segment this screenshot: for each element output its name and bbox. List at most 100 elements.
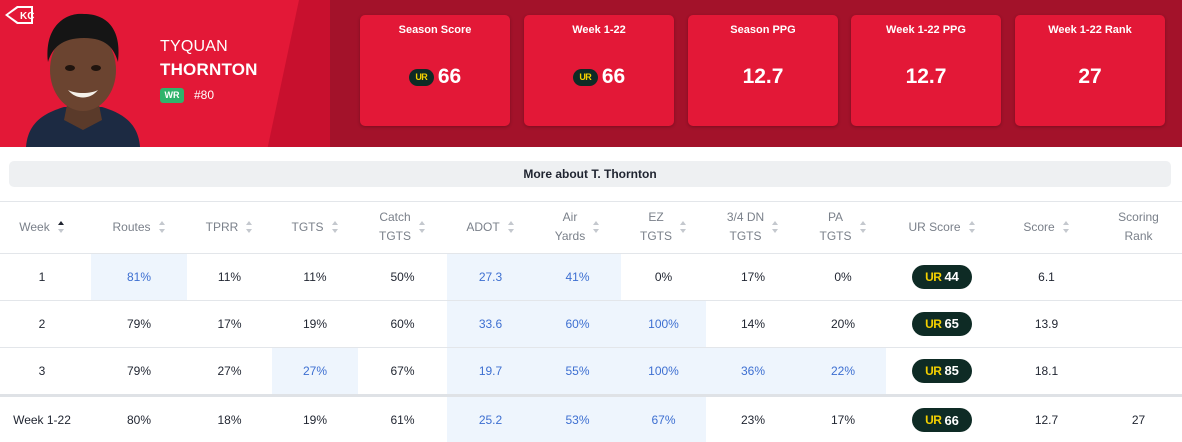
sort-arrows-icon[interactable]: [331, 221, 339, 233]
stat-value: 27: [1015, 65, 1165, 89]
sort-arrows-icon[interactable]: [246, 221, 253, 233]
player-headshot-icon: [26, 13, 140, 147]
cell-tgts: 19%: [302, 413, 328, 427]
cell-scoring-rank: [1095, 347, 1182, 394]
cell-tgts: 27%: [272, 347, 358, 394]
cell-ur-score: UR 85: [886, 347, 998, 394]
column-header-3-4-dn-tgts[interactable]: 3/4 DN TGTS: [706, 201, 800, 253]
cell-catch-tgts: 60%: [390, 316, 415, 331]
column-header-pa-tgts[interactable]: PA TGTS: [800, 201, 886, 253]
column-header-routes[interactable]: Routes: [91, 201, 187, 253]
column-header-label: ADOT: [466, 219, 500, 234]
table-top-border: [0, 201, 1182, 202]
column-header-ez-tgts[interactable]: EZ TGTS: [621, 201, 706, 253]
column-header-score[interactable]: Score: [998, 201, 1095, 253]
sort-arrows-icon[interactable]: [859, 221, 867, 233]
cell-3-4-dn-tgts: 14%: [740, 316, 766, 331]
cell-score: 6.1: [1038, 269, 1055, 284]
column-header-label: Air Yards: [554, 210, 586, 243]
column-header-tprr[interactable]: TPRR: [187, 201, 272, 253]
cell-ez-tgts: 100%: [621, 347, 706, 394]
column-header-scoring-rank[interactable]: Scoring Rank: [1095, 201, 1182, 253]
stat-card-week-rank: Week 1-22 Rank 27: [1015, 15, 1165, 126]
stat-number: 12.7: [905, 65, 947, 88]
column-header-label: Scoring Rank: [1118, 210, 1159, 243]
cell-tprr: 18%: [217, 413, 242, 427]
column-header-adot[interactable]: ADOT: [447, 201, 534, 253]
player-last-name: THORNTON: [160, 60, 258, 79]
cell-3-4-dn-tgts: 23%: [740, 413, 766, 427]
cell-ur-score: UR 44: [886, 253, 998, 300]
cell-ur-score: UR 66: [886, 397, 998, 442]
stat-value: UR 66: [360, 65, 510, 89]
column-header-tgts[interactable]: TGTS: [272, 201, 358, 253]
table-row: 3 79% 27% 27% 67% 19.7 55% 100% 36% 22% UR 85 18.1: [0, 347, 1182, 394]
sort-arrows-icon[interactable]: [772, 221, 779, 233]
cell-ur-score: UR 65: [886, 300, 998, 347]
cell-score: 12.7: [1034, 413, 1059, 427]
column-header-label: UR Score: [908, 219, 961, 234]
ur-score-badge: UR 85: [912, 358, 972, 383]
svg-text:KC: KC: [20, 11, 34, 22]
cell-catch-tgts: 61%: [390, 413, 415, 427]
column-header-air-yards[interactable]: Air Yards: [534, 201, 621, 253]
row-divider: [0, 253, 1182, 254]
cell-scoring-rank: 27: [1131, 413, 1146, 427]
row-divider: [0, 300, 1182, 301]
sort-arrows-icon[interactable]: [1062, 221, 1070, 233]
cell-ez-tgts: 67%: [621, 397, 706, 442]
cell-tprr: 17%: [217, 316, 242, 331]
cell-routes: 81%: [91, 253, 187, 300]
cell-3-4-dn-tgts: 36%: [706, 347, 800, 394]
sort-arrows-icon[interactable]: [680, 221, 687, 233]
ur-logo-icon: UR: [925, 363, 942, 378]
table-row: 2 79% 17% 19% 60% 33.6 60% 100% 14% 20% UR 65 13.9: [0, 300, 1182, 347]
stat-label: Week 1-22 Rank: [1048, 24, 1132, 36]
cell-air-yards: 55%: [534, 347, 621, 394]
cell-score: 13.9: [1034, 316, 1059, 331]
cell-catch-tgts: 67%: [390, 363, 415, 378]
sort-arrows-icon[interactable]: [57, 221, 65, 233]
sort-arrows-icon[interactable]: [419, 221, 426, 233]
cell-routes: 79%: [126, 363, 152, 378]
stat-card-week-score: Week 1-22 UR 66: [524, 15, 674, 126]
cell-adot: 27.3: [447, 253, 534, 300]
ur-logo-icon: UR: [925, 269, 942, 284]
column-header-label: Week: [19, 219, 50, 234]
cell-air-yards: 60%: [534, 300, 621, 347]
stat-number: 27: [1078, 65, 1102, 88]
cell-adot: 19.7: [447, 347, 534, 394]
cell-week: Week 1-22: [13, 413, 71, 427]
ur-score-value: 66: [944, 412, 959, 428]
sort-arrows-icon[interactable]: [507, 221, 515, 233]
cell-score: 18.1: [1034, 363, 1059, 378]
sort-arrows-icon[interactable]: [158, 221, 166, 233]
ur-logo-icon: UR: [572, 68, 598, 86]
column-header-ur-score[interactable]: UR Score: [886, 201, 998, 253]
cell-routes: 80%: [126, 413, 152, 427]
total-divider: [0, 394, 1182, 397]
column-header-catch-tgts[interactable]: Catch TGTS: [358, 201, 447, 253]
cell-week: 3: [38, 363, 46, 378]
player-first-name: TYQUAN: [160, 38, 228, 55]
cell-air-yards: 41%: [534, 253, 621, 300]
stat-value: 12.7: [851, 65, 1001, 89]
more-about-button[interactable]: More about T. Thornton: [9, 161, 1171, 187]
column-header-label: Catch TGTS: [379, 210, 411, 243]
cell-tgts: 11%: [303, 269, 327, 284]
sort-arrows-icon[interactable]: [593, 221, 600, 233]
cell-pa-tgts: 22%: [800, 347, 886, 394]
ur-logo-icon: UR: [925, 413, 942, 427]
sort-arrows-icon[interactable]: [968, 221, 976, 233]
cell-tprr: 27%: [217, 363, 242, 378]
column-header-week[interactable]: Week: [0, 201, 84, 253]
cell-pa-tgts: 0%: [834, 269, 852, 284]
stat-number: 66: [437, 65, 462, 88]
stat-card-season-ppg: Season PPG 12.7: [688, 15, 838, 126]
cell-ez-tgts: 0%: [654, 269, 673, 284]
stat-value: UR 66: [524, 65, 674, 89]
column-header-label: Routes: [112, 219, 151, 234]
column-header-label: TGTS: [291, 219, 324, 234]
ur-score-badge: UR 66: [912, 408, 972, 432]
cell-scoring-rank: [1095, 300, 1182, 347]
